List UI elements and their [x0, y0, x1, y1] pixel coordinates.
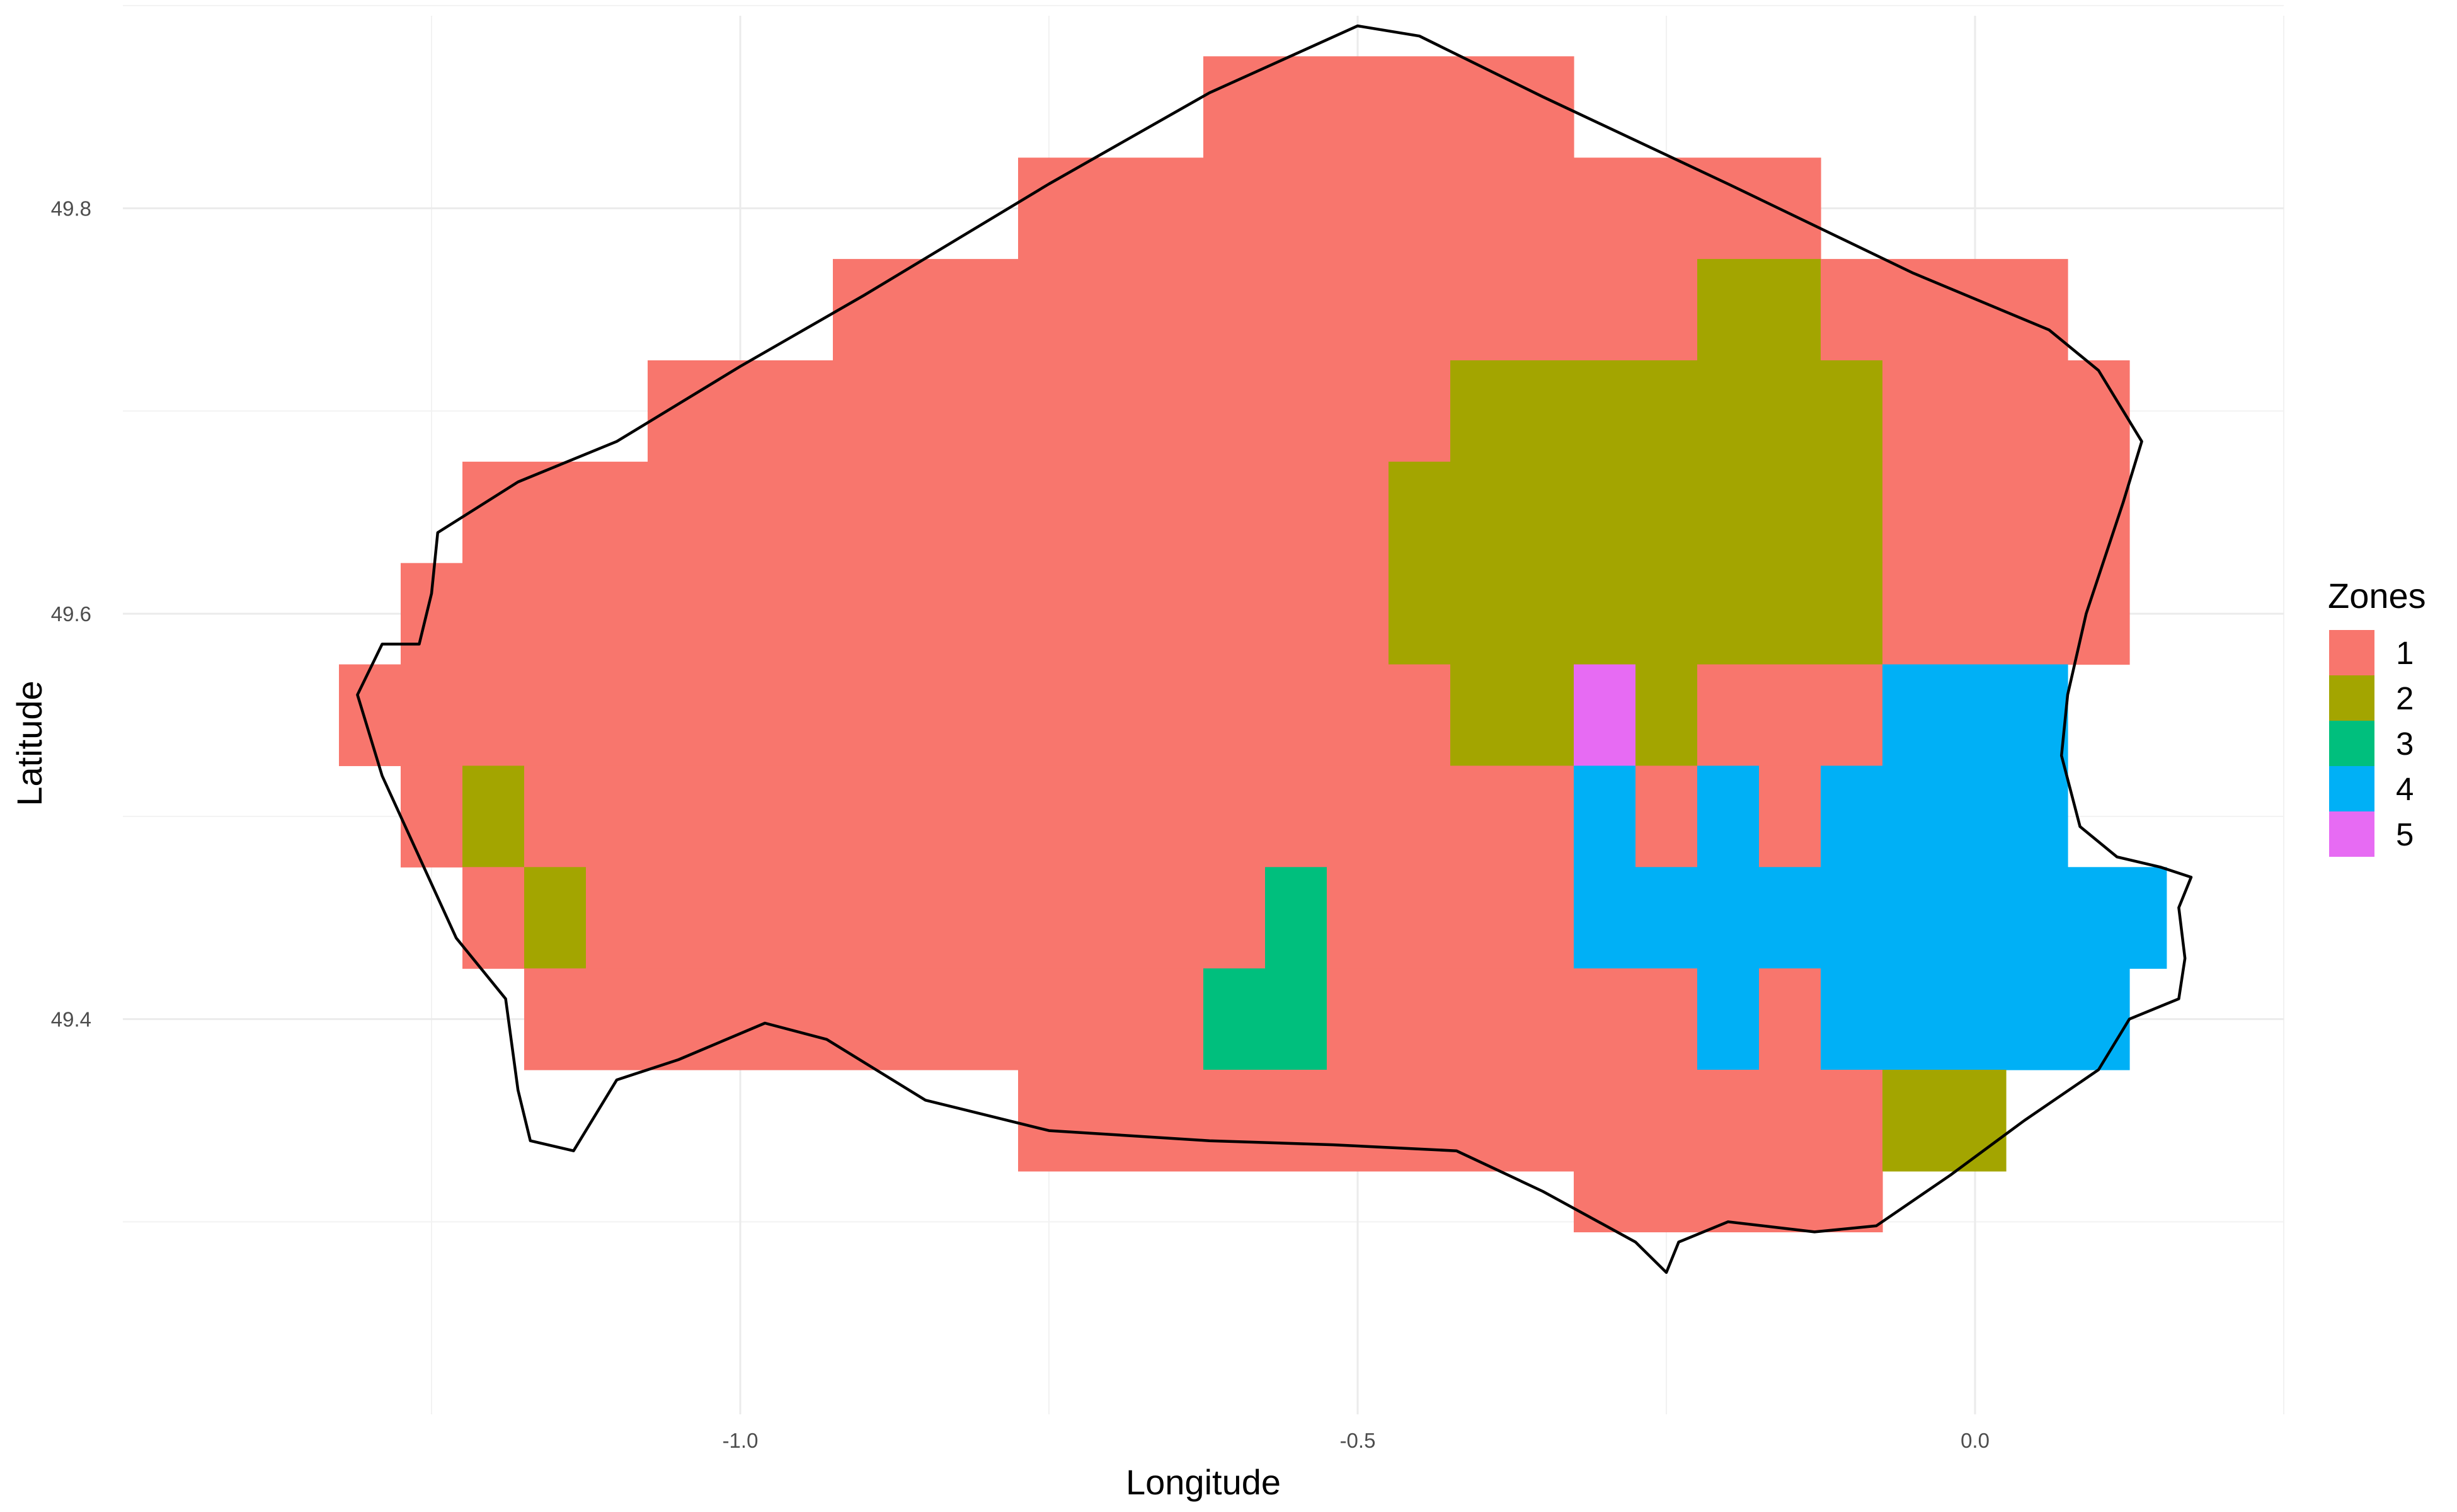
- zone-5-cell: [1574, 664, 1636, 767]
- y-axis-title: Latitude: [9, 680, 49, 806]
- legend-label-2: 2: [2396, 680, 2414, 716]
- zone-1-cell: [462, 461, 1389, 564]
- zone-1-cell: [1327, 867, 1574, 969]
- zone-1-cell: [462, 867, 525, 969]
- legend-key-4: [2329, 766, 2374, 811]
- zone-1-cell: [339, 664, 1451, 767]
- zone-1-cell: [1018, 1070, 1883, 1172]
- zone-4-cell: [1574, 765, 1636, 868]
- zone-1-cell: [1759, 968, 1821, 1070]
- zone-1-cell: [1635, 765, 1698, 868]
- legend-label-5: 5: [2396, 816, 2414, 852]
- zone-1-cell: [586, 867, 1266, 969]
- zone-2-cell: [1389, 563, 1883, 665]
- zone-2-cell: [1635, 664, 1698, 767]
- x-tick-label: 0.0: [1961, 1429, 1990, 1452]
- legend-key-2: [2329, 675, 2374, 721]
- zone-1-cell: [401, 765, 463, 868]
- zone-1-cell: [524, 765, 1574, 868]
- legend-key-5: [2329, 811, 2374, 857]
- zone-1-cell: [1882, 461, 2130, 564]
- zone-1-cell: [1697, 664, 1883, 767]
- legend-label-4: 4: [2396, 771, 2414, 807]
- zone-4-cell: [1574, 867, 2167, 969]
- zone-3-cell: [1265, 867, 1327, 969]
- zone-1-cell: [648, 360, 1451, 462]
- x-axis-tick-labels: -1.0 -0.5 0.0: [723, 1429, 1990, 1452]
- legend-key-3: [2329, 721, 2374, 766]
- zone-2-cell: [1697, 259, 1821, 361]
- zone-cells: [339, 56, 2167, 1233]
- zone-1-cell: [1882, 360, 2130, 462]
- legend-label-3: 3: [2396, 726, 2414, 762]
- zone-2-cell: [1450, 360, 1883, 462]
- zone-2-cell: [1389, 461, 1883, 564]
- legend-title: Zones: [2328, 576, 2426, 616]
- zone-2-cell: [462, 765, 525, 868]
- legend-label-1: 1: [2396, 635, 2414, 671]
- legend: Zones 1 2 3 4 5: [2328, 576, 2426, 857]
- zone-2-cell: [1450, 664, 1574, 767]
- zone-1-cell: [1327, 968, 1698, 1070]
- legend-keys: 1 2 3 4 5: [2329, 630, 2414, 857]
- zone-1-cell: [1203, 56, 1574, 158]
- zone-4-cell: [1697, 765, 1760, 868]
- zone-4-cell: [1821, 968, 2130, 1070]
- zone-1-cell: [524, 968, 1204, 1070]
- x-tick-label: -0.5: [1340, 1429, 1376, 1452]
- zone-2-cell: [1882, 1070, 2007, 1172]
- zone-1-cell: [1821, 259, 2068, 361]
- x-axis-title: Longitude: [1126, 1462, 1281, 1502]
- coastline-path: [356, 24, 2193, 1274]
- zone-2-cell: [524, 867, 587, 969]
- coastline-outline: [356, 24, 2193, 1274]
- zone-1-cell: [833, 259, 1698, 361]
- y-tick-label: 49.4: [51, 1008, 91, 1031]
- zone-4-cell: [1821, 765, 2068, 868]
- y-axis-tick-labels: 49.4 49.6 49.8: [51, 197, 91, 1031]
- zone-4-cell: [1882, 664, 2068, 767]
- zone-4-cell: [1697, 968, 1760, 1070]
- x-tick-label: -1.0: [723, 1429, 759, 1452]
- zone-1-cell: [1882, 563, 2130, 665]
- y-tick-label: 49.8: [51, 197, 91, 220]
- zone-1-cell: [401, 563, 1389, 665]
- zone-1-cell: [1018, 158, 1821, 260]
- zone-3-cell: [1203, 968, 1327, 1070]
- legend-key-1: [2329, 630, 2374, 675]
- y-tick-label: 49.6: [51, 602, 91, 626]
- zone-1-cell: [1759, 765, 1821, 868]
